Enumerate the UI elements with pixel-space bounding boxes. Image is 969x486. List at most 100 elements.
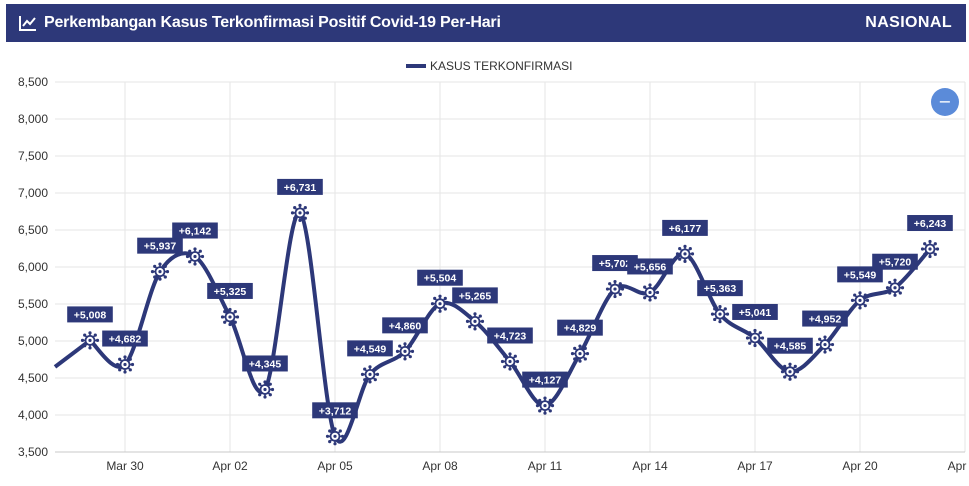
data-label-text: +5,656 [634,261,667,273]
x-tick-label: Apr 05 [317,459,353,473]
data-label: +5,363 [697,280,743,297]
data-label-text: +4,723 [494,330,527,342]
data-label-text: +5,041 [739,307,772,319]
data-label-text: +5,702 [599,258,632,270]
virus-icon[interactable] [115,355,135,374]
data-label-text: +5,549 [844,269,877,281]
virus-icon[interactable] [395,342,415,361]
data-label: +5,549 [837,266,883,283]
virus-icon[interactable] [290,203,310,223]
data-label: +4,585 [767,337,813,354]
region-label[interactable]: NASIONAL [865,14,952,31]
virus-icon[interactable] [465,312,485,331]
data-label-text: +6,177 [669,223,702,235]
y-tick-label: 5,500 [18,297,48,311]
data-label-text: +4,549 [354,343,387,355]
virus-icon[interactable] [360,365,380,384]
data-label: +6,243 [907,215,953,232]
data-label: +4,345 [242,355,288,372]
data-label: +5,041 [732,303,778,320]
collapse-button[interactable]: − [931,88,959,116]
data-label: +4,860 [382,317,428,334]
x-tick-label: Apr 17 [737,459,773,473]
virus-icon[interactable] [850,291,870,310]
data-label: +4,682 [102,330,148,347]
data-labels: +5,008 +4,682 +5,937+6,142 +5,325 +4,345 +6,7… [67,178,953,419]
data-label: +5,702 [592,255,638,272]
x-tick-label: Apr [948,459,967,473]
data-label-text: +4,829 [564,323,597,335]
y-tick-label: 4,000 [18,408,48,422]
data-label-text: +5,504 [424,273,457,285]
y-tick-label: 7,000 [18,186,48,200]
x-tick-label: Apr 20 [842,459,878,473]
virus-icon[interactable] [570,344,590,363]
data-label: +5,008 [67,306,113,323]
data-label: +6,731 [277,178,323,195]
data-label: +6,142 [172,222,218,239]
x-tick-label: Apr 08 [422,459,458,473]
data-label-text: +5,363 [704,283,737,295]
data-label-text: +3,712 [319,405,352,417]
series-line [53,210,932,444]
data-label-text: +4,952 [809,314,842,326]
legend-label: KASUS TERKONFIRMASI [430,59,572,73]
x-tick-label: Apr 02 [212,459,248,473]
data-label: +4,723 [487,327,533,344]
y-tick-label: 5,000 [18,334,48,348]
minus-icon: − [938,92,951,111]
data-label: +6,177 [662,219,708,236]
virus-icon[interactable] [710,305,730,324]
legend[interactable]: KASUS TERKONFIRMASI [406,59,572,73]
data-label: +4,952 [802,310,848,327]
virus-icon[interactable] [745,328,765,348]
data-label: +5,325 [207,282,253,299]
x-axis: Mar 30 Apr 02 Apr 05 Apr 08 Apr 11 Apr 14 Apr … [55,451,967,473]
y-tick-label: 8,500 [18,75,48,89]
data-label-text: +4,345 [249,358,282,370]
data-label-text: +5,265 [459,290,492,302]
data-label: +5,937 [137,237,183,254]
grid [55,81,966,453]
x-tick-label: Apr 14 [632,459,668,473]
data-label-text: +5,720 [879,257,912,269]
y-axis: 3,500 4,000 4,500 5,000 5,500 6,000 6,500 7,000… [18,75,48,459]
virus-icon[interactable] [220,307,240,327]
virus-icon[interactable] [780,362,800,381]
y-tick-label: 7,500 [18,149,48,163]
virus-icon[interactable] [535,396,555,415]
data-label-text: +5,937 [144,241,177,253]
y-tick-label: 3,500 [18,445,48,459]
data-label: +4,829 [557,319,603,336]
virus-icon[interactable] [885,278,905,297]
series-line-path [88,210,932,444]
data-label-text: +6,243 [914,218,947,230]
chart-header: Perkembangan Kasus Terkonfirmasi Positif… [6,4,966,42]
virus-icon[interactable] [255,380,275,399]
virus-icon[interactable] [430,294,450,313]
y-tick-label: 4,500 [18,371,48,385]
y-tick-label: 8,000 [18,112,48,126]
virus-icon[interactable] [605,279,625,299]
virus-icon[interactable] [920,239,940,259]
markers[interactable] [80,203,940,446]
data-label: +5,720 [872,253,918,270]
virus-icon[interactable] [815,335,835,354]
virus-icon[interactable] [640,283,660,302]
chart-title: Perkembangan Kasus Terkonfirmasi Positif… [44,14,501,31]
virus-icon[interactable] [675,244,695,264]
data-label-text: +4,585 [774,341,807,353]
data-label-text: +4,127 [529,375,562,387]
virus-icon[interactable] [80,331,100,350]
data-label: +5,265 [452,287,498,304]
data-label: +5,656 [627,258,673,275]
virus-icon[interactable] [325,427,345,446]
data-label: +4,549 [347,340,393,357]
virus-icon[interactable] [150,262,170,281]
data-label: +5,504 [417,269,463,286]
data-label-text: +6,142 [179,225,212,237]
y-tick-label: 6,500 [18,223,48,237]
virus-icon[interactable] [185,247,205,266]
x-tick-label: Mar 30 [106,459,144,473]
virus-icon[interactable] [500,352,520,371]
